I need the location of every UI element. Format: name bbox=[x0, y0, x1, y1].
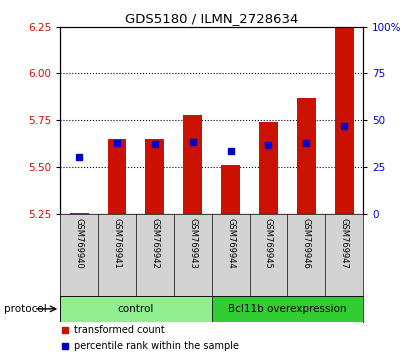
Text: GSM769945: GSM769945 bbox=[264, 218, 273, 269]
Bar bbox=[221, 165, 240, 214]
Bar bbox=[60, 296, 212, 322]
Text: protocol: protocol bbox=[4, 304, 47, 314]
Text: GSM769946: GSM769946 bbox=[302, 218, 311, 269]
Text: transformed count: transformed count bbox=[74, 325, 165, 335]
Bar bbox=[183, 115, 202, 214]
Text: GSM769943: GSM769943 bbox=[188, 218, 197, 269]
Bar bbox=[335, 0, 354, 214]
Bar bbox=[297, 98, 316, 214]
Bar bbox=[259, 122, 278, 214]
Text: GSM769947: GSM769947 bbox=[340, 218, 349, 269]
Text: GSM769942: GSM769942 bbox=[150, 218, 159, 269]
Bar bbox=[70, 213, 88, 214]
Text: percentile rank within the sample: percentile rank within the sample bbox=[74, 341, 239, 351]
Title: GDS5180 / ILMN_2728634: GDS5180 / ILMN_2728634 bbox=[125, 12, 298, 25]
Text: GSM769944: GSM769944 bbox=[226, 218, 235, 269]
Bar bbox=[107, 139, 127, 214]
Text: Bcl11b overexpression: Bcl11b overexpression bbox=[228, 304, 347, 314]
Text: control: control bbox=[118, 304, 154, 314]
Bar bbox=[212, 296, 363, 322]
Text: GSM769940: GSM769940 bbox=[75, 218, 83, 269]
Bar bbox=[145, 139, 164, 214]
Text: GSM769941: GSM769941 bbox=[112, 218, 122, 269]
